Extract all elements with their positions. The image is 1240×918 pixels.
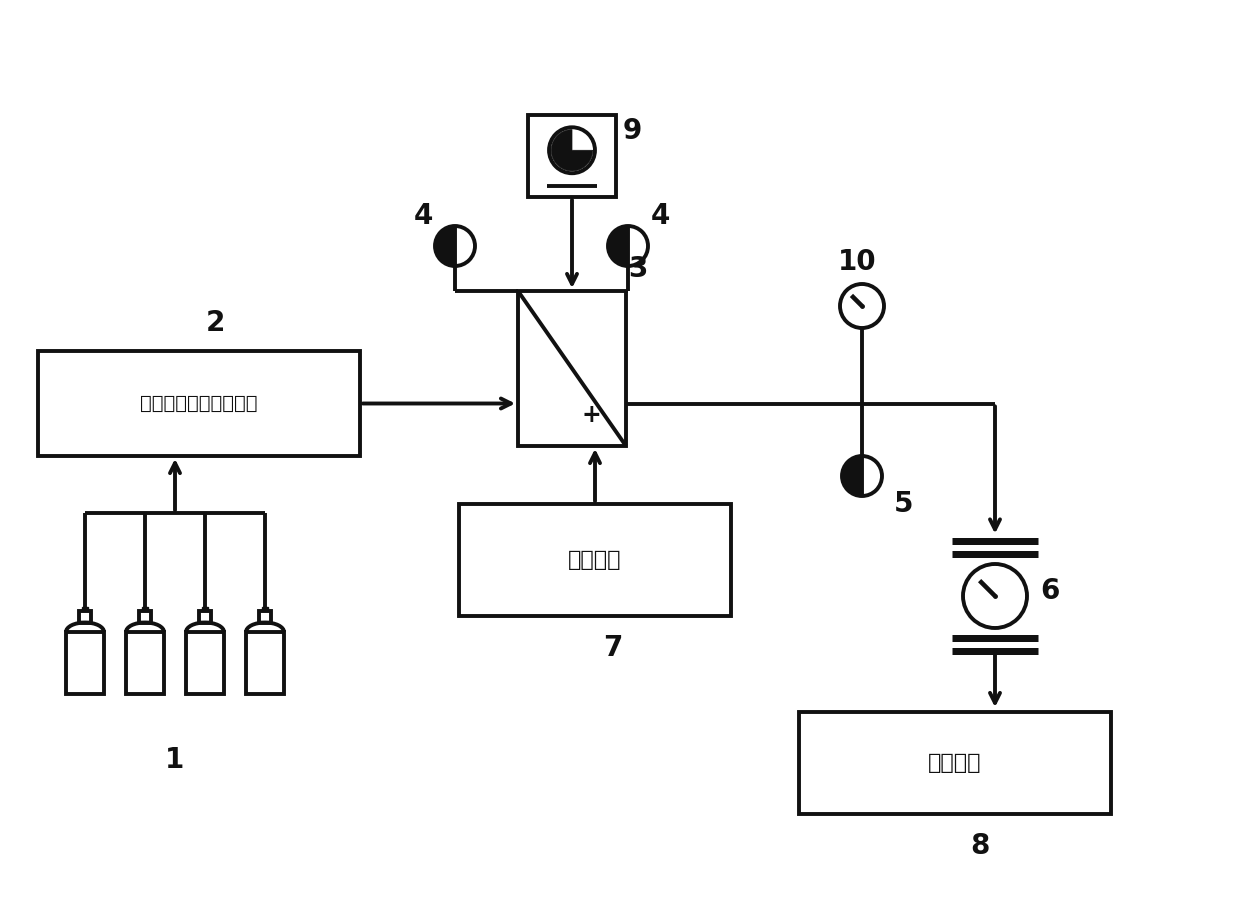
Polygon shape [608,226,627,266]
Bar [139,611,151,622]
Bar [262,607,268,611]
Bar [259,611,270,622]
Text: 8: 8 [971,832,990,860]
Text: 3: 3 [629,255,647,283]
Bar [66,632,104,694]
Text: 2: 2 [206,309,224,337]
Bar [82,607,88,611]
Bar [202,607,208,611]
Bar [246,632,284,694]
Text: 1: 1 [165,746,185,774]
Text: 10: 10 [838,248,877,276]
Text: 4: 4 [650,202,670,230]
Text: +: + [582,403,601,427]
Bar [528,115,616,197]
Text: 9: 9 [622,117,641,145]
Bar [143,607,148,611]
Text: 四通阀与六通阀的组合: 四通阀与六通阀的组合 [140,394,258,413]
Polygon shape [842,456,862,496]
Bar [126,632,164,694]
Text: 5: 5 [894,490,914,518]
Bar [79,611,91,622]
Bar [459,504,732,616]
Text: 检验仪器: 检验仪器 [929,753,982,773]
Bar [518,291,626,446]
Text: 6: 6 [1040,577,1060,605]
Text: 7: 7 [604,634,622,662]
Bar [799,712,1111,814]
Text: 過控装置: 過控装置 [568,550,621,570]
Polygon shape [435,226,455,266]
Text: 4: 4 [413,202,433,230]
Bar [186,632,224,694]
Bar [38,351,360,456]
Wedge shape [552,129,593,171]
Bar [200,611,211,622]
